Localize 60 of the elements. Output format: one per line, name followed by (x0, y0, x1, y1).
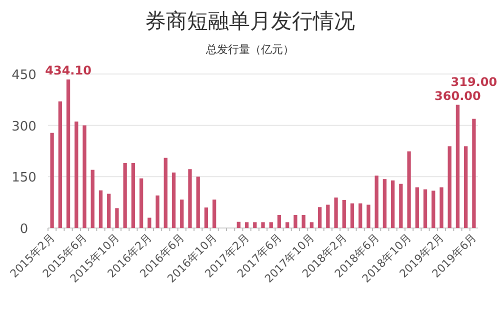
bar (156, 195, 160, 228)
chart-title: 券商短融单月发行情况 (145, 9, 355, 33)
y-tick-label: 150 (12, 170, 36, 186)
bar (188, 169, 192, 228)
bar (407, 151, 411, 228)
bar (261, 222, 265, 228)
bar (374, 176, 378, 228)
bar (82, 125, 86, 228)
bar (131, 162, 136, 228)
bar (286, 222, 290, 228)
data-label: 360.00 (434, 88, 481, 103)
bar (90, 170, 94, 228)
bar (294, 214, 298, 228)
bar (382, 179, 387, 228)
bar (244, 222, 249, 228)
bar (212, 200, 216, 228)
bar (350, 203, 354, 228)
bar (342, 200, 346, 228)
bar (310, 222, 314, 228)
bar (440, 187, 444, 228)
bar (139, 178, 144, 228)
bar (302, 214, 306, 228)
bar (74, 122, 78, 228)
bar (318, 207, 322, 228)
bar (415, 187, 419, 228)
bar (196, 176, 200, 228)
bar (326, 204, 330, 228)
bar (115, 208, 119, 228)
bar (50, 132, 54, 228)
bar (98, 190, 103, 228)
bar (58, 101, 62, 228)
bar (269, 222, 273, 228)
bar (107, 194, 111, 228)
bar (464, 146, 468, 228)
data-label: 319.00 (450, 74, 498, 89)
bar (448, 146, 452, 228)
bar (399, 184, 403, 228)
bar (164, 158, 168, 228)
bar (366, 204, 370, 228)
bar (123, 162, 127, 228)
bar (472, 118, 476, 228)
chart-subtitle: 总发行量（亿元） (205, 43, 294, 56)
y-tick-label: 0 (20, 222, 28, 237)
y-tick-label: 450 (12, 68, 36, 83)
bar (277, 214, 282, 228)
bar (423, 189, 428, 228)
bar (66, 79, 70, 228)
bar (334, 198, 338, 228)
bar (180, 200, 184, 228)
y-tick-label: 300 (12, 119, 36, 134)
bar (432, 190, 436, 228)
data-label: 434.10 (45, 63, 92, 78)
bar (358, 203, 362, 228)
bar (390, 180, 395, 228)
bar (253, 222, 257, 228)
bar (456, 104, 460, 228)
bar (148, 218, 152, 228)
bar (172, 172, 176, 228)
bar (236, 222, 240, 228)
bar (204, 207, 208, 228)
